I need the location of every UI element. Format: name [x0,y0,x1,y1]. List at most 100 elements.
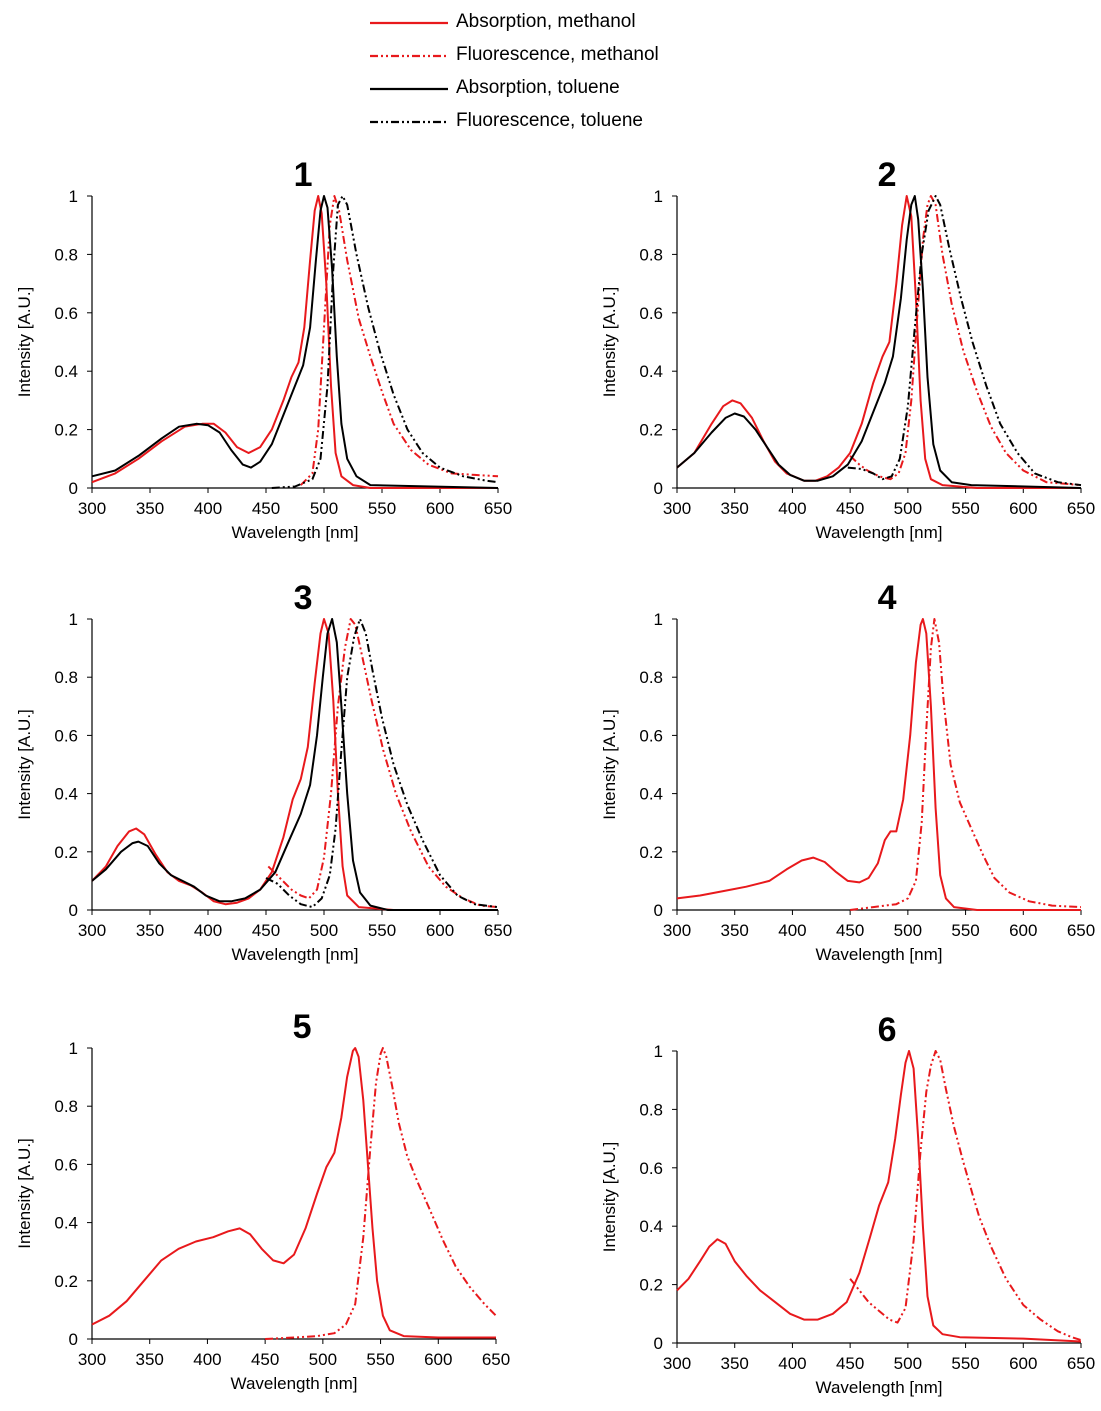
chart-panel-1: 1 300 350 400 450 500 550 600 650 0 0.2 0.4 0.6 0.8 1 W… [15,156,512,542]
y-tick-label: 0.4 [54,1214,78,1233]
legend-item-fluorescence-toluene: Fluorescence, toluene [368,107,748,137]
legend-swatch-solid-black [370,87,448,91]
x-tick-label: 350 [136,921,164,940]
y-tick-label: 0 [69,1330,78,1349]
y-tick-label: 0.6 [54,726,78,745]
chart-legend: Absorption, methanol Fluorescence, metha… [368,8,748,138]
y-tick-label: 0.6 [639,304,663,323]
y-tick-label: 0.4 [639,1217,663,1236]
chart-panel-6: 6 300 350 400 450 500 550 600 650 0 0.2 0.4 0.6 0.8 1 W… [600,1011,1095,1397]
series-line-fluorescence-toluene [271,195,499,489]
y-tick-label: 0 [654,479,663,498]
x-tick-label: 650 [484,499,512,518]
x-tick-label: 600 [424,1350,452,1369]
x-tick-label: 650 [1067,499,1095,518]
x-tick-label: 300 [78,921,106,940]
x-tick-label: 300 [78,1350,106,1369]
x-tick-label: 450 [836,499,864,518]
x-tick-label: 550 [366,1350,394,1369]
y-tick-label: 1 [69,1039,78,1058]
legend-label: Fluorescence, toluene [456,110,643,131]
x-tick-label: 400 [778,499,806,518]
x-tick-label: 400 [193,1350,221,1369]
series-line-fluorescence-toluene [847,195,1082,487]
legend-swatch-dashdot-black [370,120,448,124]
x-tick-label: 550 [368,499,396,518]
y-tick-label: 0.2 [639,421,663,440]
x-tick-label: 600 [426,499,454,518]
series-line-absorption-methanol [676,618,1081,911]
panel-title: 2 [878,156,897,194]
x-tick-label: 500 [894,1354,922,1373]
series-line-fluorescence-methanol [300,195,499,486]
x-tick-label: 650 [484,921,512,940]
x-tick-label: 400 [778,1354,806,1373]
legend-label: Absorption, toluene [456,77,620,98]
series-line-absorption-methanol [91,1047,496,1339]
x-tick-label: 350 [721,1354,749,1373]
legend-label: Fluorescence, methanol [456,44,659,65]
panel-title: 4 [878,579,897,617]
y-axis-title: Intensity [A.U.] [600,287,619,398]
legend-swatch-dashdot-red [370,54,448,58]
x-tick-label: 450 [252,921,280,940]
x-tick-label: 600 [426,921,454,940]
x-axis-title: Wavelength [nm] [816,523,943,542]
y-tick-label: 0.4 [639,785,663,804]
y-axis-title: Intensity [A.U.] [15,287,34,398]
y-tick-label: 0 [69,479,78,498]
y-axis-title: Intensity [A.U.] [600,709,619,820]
y-tick-label: 0 [654,1334,663,1353]
y-tick-label: 0.4 [54,785,78,804]
y-tick-label: 0.8 [639,668,663,687]
x-tick-label: 550 [951,1354,979,1373]
legend-item-absorption-toluene: Absorption, toluene [368,74,748,104]
y-tick-label: 0.2 [639,843,663,862]
legend-label: Absorption, methanol [456,11,636,32]
y-tick-label: 0.2 [639,1276,663,1295]
x-tick-label: 400 [778,921,806,940]
y-tick-label: 0.4 [639,362,663,381]
series-line-fluorescence-methanol [265,1047,497,1340]
y-axis-title: Intensity [A.U.] [600,1142,619,1253]
chart-panel-3: 3 300 350 400 450 500 550 600 650 0 0.2 0.4 0.6 0.8 1 W… [15,579,512,964]
x-tick-label: 400 [194,499,222,518]
y-tick-label: 0.8 [54,1097,78,1116]
series-line-fluorescence-methanol [849,195,1082,487]
chart-panel-4: 4 300 350 400 450 500 550 600 650 0 0.2 0.4 0.6 0.8 1 W… [600,579,1095,964]
y-tick-label: 1 [654,610,663,629]
x-tick-label: 500 [894,921,922,940]
x-axis-title: Wavelength [nm] [231,1374,358,1393]
y-axis-title: Intensity [A.U.] [15,1138,34,1249]
x-tick-label: 650 [1067,921,1095,940]
series-line-absorption-toluene [676,195,1082,489]
x-tick-label: 550 [368,921,396,940]
y-tick-label: 0 [69,901,78,920]
series-line-fluorescence-methanol [849,618,1082,911]
series-line-absorption-methanol [676,195,1081,489]
x-axis-title: Wavelength [nm] [232,523,359,542]
x-tick-label: 300 [78,499,106,518]
y-tick-label: 1 [654,1042,663,1061]
y-tick-label: 0.8 [54,668,78,687]
y-tick-label: 0.4 [54,362,78,381]
chart-panel-2: 2 300 350 400 450 500 550 600 650 0 0.2 0.4 0.6 0.8 1 W… [600,156,1095,542]
y-tick-label: 0 [654,901,663,920]
legend-item-absorption-methanol: Absorption, methanol [368,8,748,38]
x-tick-label: 550 [951,499,979,518]
panel-title: 3 [294,579,313,617]
y-tick-label: 1 [654,187,663,206]
y-axis-title: Intensity [A.U.] [15,709,34,820]
series-line-fluorescence-methanol [849,1050,1082,1342]
y-tick-label: 0.8 [54,245,78,264]
y-tick-label: 1 [69,610,78,629]
series-line-absorption-toluene [91,195,499,489]
panel-title: 5 [293,1008,312,1046]
x-axis-title: Wavelength [nm] [816,1378,943,1397]
chart-panel-5: 5 300 350 400 450 500 550 600 650 0 0.2 0.4 0.6 0.8 1 W… [15,1008,510,1393]
x-tick-label: 300 [663,499,691,518]
x-axis-title: Wavelength [nm] [816,945,943,964]
legend-swatch-solid-red [370,21,448,25]
y-tick-label: 0.6 [54,304,78,323]
